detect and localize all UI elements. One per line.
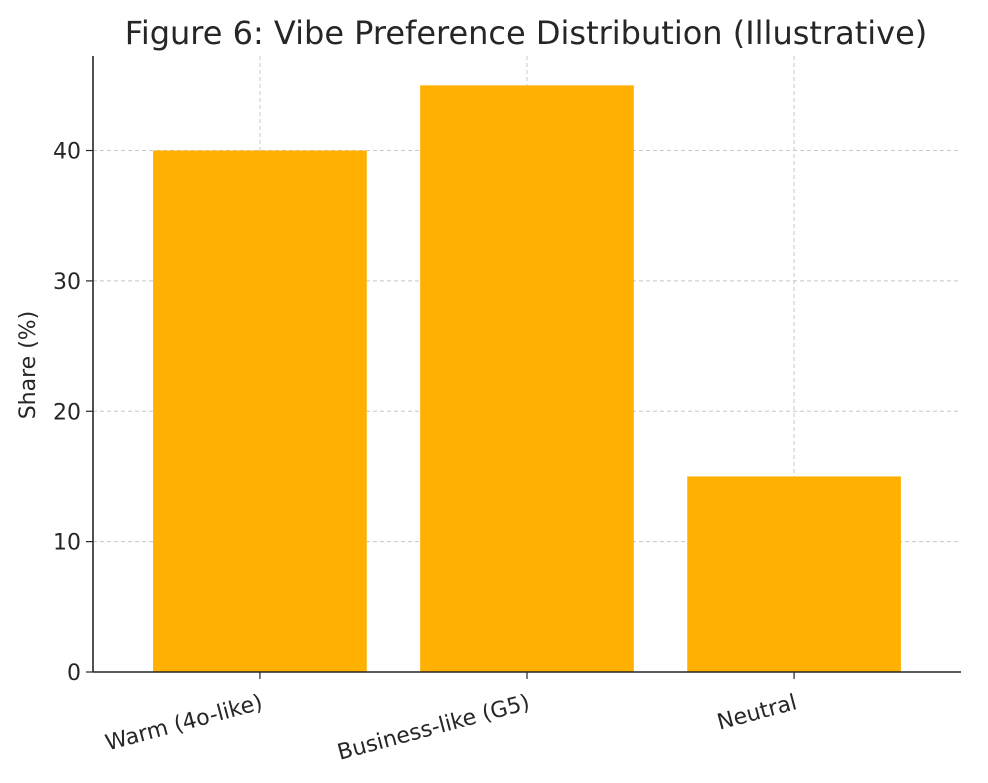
y-tick-label: 0 [67,661,81,686]
axes [86,56,961,679]
bar [153,150,367,672]
bars [153,85,901,673]
x-tick-label: Warm (4o-like) [103,690,266,756]
chart-title: Figure 6: Vibe Preference Distribution (… [125,14,928,52]
y-tick-label: 10 [53,531,81,556]
y-tick-label: 30 [53,270,81,295]
x-tick-label: Neutral [715,690,800,735]
x-tick-label: Business-like (G5) [335,690,533,765]
bar [420,85,634,673]
y-tick-label: 40 [53,140,81,165]
y-tick-label: 20 [53,400,81,425]
bar [687,476,901,672]
y-axis-label: Share (%) [16,311,41,420]
